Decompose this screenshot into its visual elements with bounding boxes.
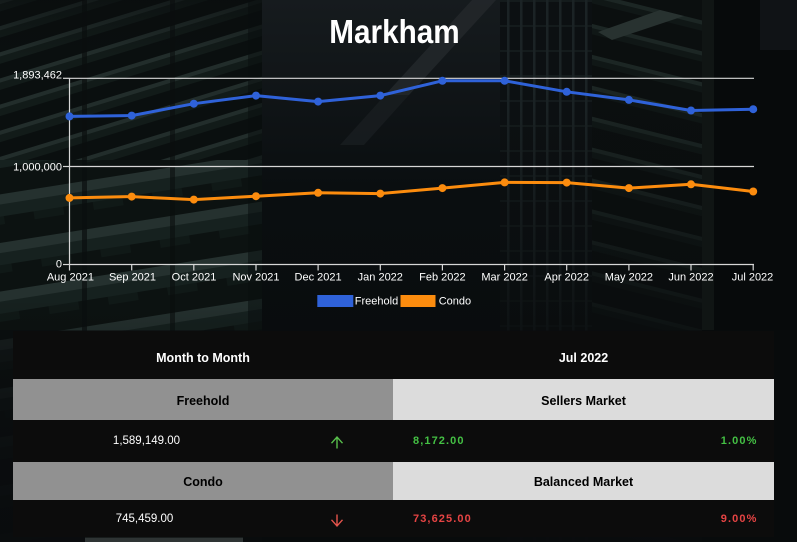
svg-text:Nov 2021: Nov 2021 <box>232 272 279 284</box>
svg-text:Apr 2022: Apr 2022 <box>544 272 589 284</box>
svg-text:Jul 2022: Jul 2022 <box>732 272 774 284</box>
svg-text:Freehold: Freehold <box>355 296 398 308</box>
svg-text:Jun 2022: Jun 2022 <box>668 272 713 284</box>
svg-text:0: 0 <box>56 258 62 270</box>
svg-text:May 2022: May 2022 <box>605 272 653 284</box>
svg-text:Sep 2021: Sep 2021 <box>109 272 156 284</box>
svg-text:1,000,000: 1,000,000 <box>13 161 62 173</box>
svg-text:1,893,462: 1,893,462 <box>13 70 62 82</box>
svg-text:Jan 2022: Jan 2022 <box>358 272 403 284</box>
svg-text:Feb 2022: Feb 2022 <box>419 272 465 284</box>
svg-text:Oct 2021: Oct 2021 <box>172 272 217 284</box>
svg-text:Dec 2021: Dec 2021 <box>295 272 342 284</box>
svg-text:Mar 2022: Mar 2022 <box>481 272 527 284</box>
svg-text:Condo: Condo <box>439 296 471 308</box>
svg-text:Aug 2021: Aug 2021 <box>47 272 94 284</box>
